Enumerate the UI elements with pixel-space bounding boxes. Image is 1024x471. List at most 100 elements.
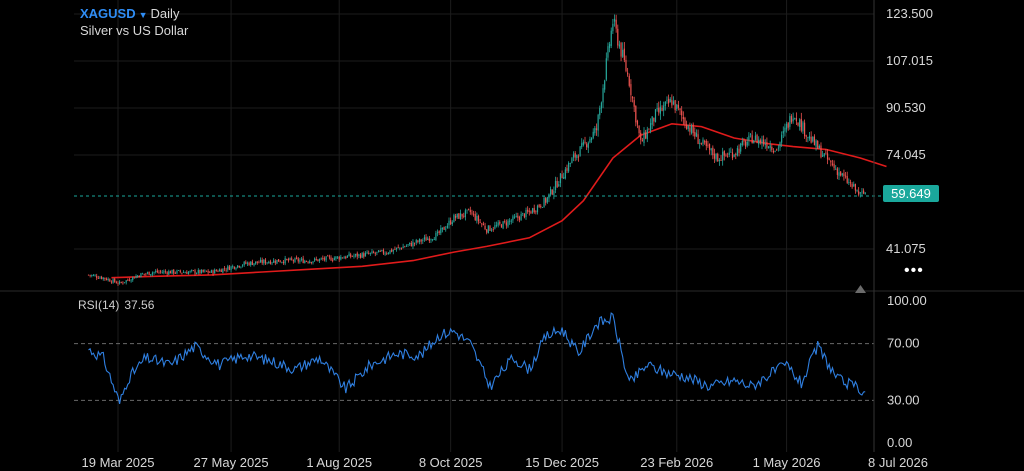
candle-body: [631, 97, 634, 99]
candle-body: [859, 192, 861, 194]
candle-body: [612, 23, 614, 32]
candle-body: [96, 275, 98, 278]
candle-body: [530, 211, 532, 214]
candle-body: [856, 190, 858, 191]
more-dots-icon[interactable]: •••: [904, 262, 924, 279]
candle-body: [817, 141, 819, 149]
candle-body: [799, 119, 801, 127]
candle-body: [602, 88, 604, 103]
candle-body: [495, 225, 498, 226]
candle-body: [456, 213, 458, 218]
candle-body: [589, 138, 591, 143]
candle-body: [212, 270, 214, 274]
candle-body: [815, 140, 817, 147]
caret-down-icon[interactable]: ▼: [138, 10, 148, 20]
candle-body: [127, 279, 129, 281]
candle-body: [571, 158, 573, 164]
candle-body: [205, 270, 208, 272]
candle-body: [745, 141, 747, 147]
candle-body: [318, 258, 321, 261]
candle-body: [223, 268, 226, 270]
candle-body: [733, 154, 735, 157]
candle-body: [640, 132, 642, 140]
candle-body: [812, 136, 814, 142]
candle-body: [199, 269, 201, 274]
candle-body: [541, 207, 544, 208]
candle-body: [366, 252, 368, 254]
candle-body: [561, 174, 563, 179]
candle-body: [826, 153, 829, 160]
time-axis[interactable]: 19 Mar 2025 27 May 2025 1 Aug 2025 8 Oct 20…: [82, 455, 929, 470]
candle-body: [776, 149, 778, 151]
candle-body: [679, 108, 681, 111]
candle-body: [443, 226, 445, 230]
rsi-axis[interactable]: 100.00 70.00 30.00 0.00: [887, 293, 927, 450]
candle-body: [161, 272, 163, 274]
candle-body: [840, 171, 842, 176]
candle-body: [546, 197, 548, 203]
symbol-name[interactable]: XAGUSD: [80, 6, 136, 21]
candle-body: [777, 147, 779, 149]
candle-body: [605, 58, 607, 80]
candle-body: [384, 253, 386, 255]
candle-body: [210, 270, 213, 273]
candle-body: [307, 261, 309, 263]
candle-body: [132, 277, 134, 281]
candle-body: [332, 259, 334, 261]
candle-body: [196, 273, 198, 274]
candle-body: [623, 48, 625, 61]
candle-body: [625, 59, 627, 71]
candle-body: [169, 271, 172, 274]
candle-body: [638, 125, 640, 134]
candle-body: [505, 222, 507, 226]
candle-body: [291, 258, 293, 260]
candle-body: [413, 242, 416, 244]
candle-body: [273, 260, 275, 263]
candle-body: [715, 153, 717, 160]
candle-body: [802, 122, 804, 132]
candle-body: [155, 271, 157, 273]
last-price-badge: 59.649: [883, 185, 939, 202]
candle-body: [645, 132, 647, 139]
candle-body: [218, 269, 221, 272]
indicator-legend[interactable]: RSI(14) 37.56: [78, 298, 159, 312]
candle-body: [825, 152, 827, 154]
candle-body: [107, 278, 109, 281]
candle-body: [400, 247, 403, 249]
candle-body: [187, 271, 190, 275]
candle-body: [700, 142, 702, 144]
candle-body: [630, 84, 632, 96]
candle-body: [510, 220, 512, 222]
candle-body: [707, 144, 709, 146]
candle-body: [708, 144, 711, 150]
candle-body: [130, 280, 132, 282]
candle-body: [120, 282, 122, 284]
candle-body: [564, 169, 566, 179]
candle-body: [702, 139, 704, 144]
candle-body: [536, 205, 539, 213]
candle-body: [572, 154, 575, 158]
candle-body: [241, 265, 244, 267]
triangle-up-icon[interactable]: [855, 285, 866, 293]
candle-body: [699, 143, 701, 144]
candle-body: [717, 153, 719, 162]
symbol-header[interactable]: XAGUSD ▼ Daily: [80, 6, 179, 21]
candle-body: [389, 250, 391, 254]
candle-body: [595, 128, 598, 131]
candle-body: [800, 118, 802, 131]
candle-body: [230, 266, 232, 271]
candle-body: [340, 256, 342, 260]
price-axis[interactable]: 123.500 107.015 90.530 74.045 41.075: [886, 6, 933, 256]
candle-body: [805, 135, 807, 137]
candle-body: [543, 197, 545, 208]
candle-body: [502, 221, 504, 229]
candle-body: [712, 147, 714, 156]
candle-body: [635, 105, 637, 123]
candle-body: [281, 261, 283, 263]
candle-body: [353, 255, 355, 257]
candle-body: [667, 98, 670, 104]
candle-body: [255, 261, 257, 264]
candle-body: [618, 44, 621, 47]
interval-label[interactable]: Daily: [150, 6, 180, 21]
